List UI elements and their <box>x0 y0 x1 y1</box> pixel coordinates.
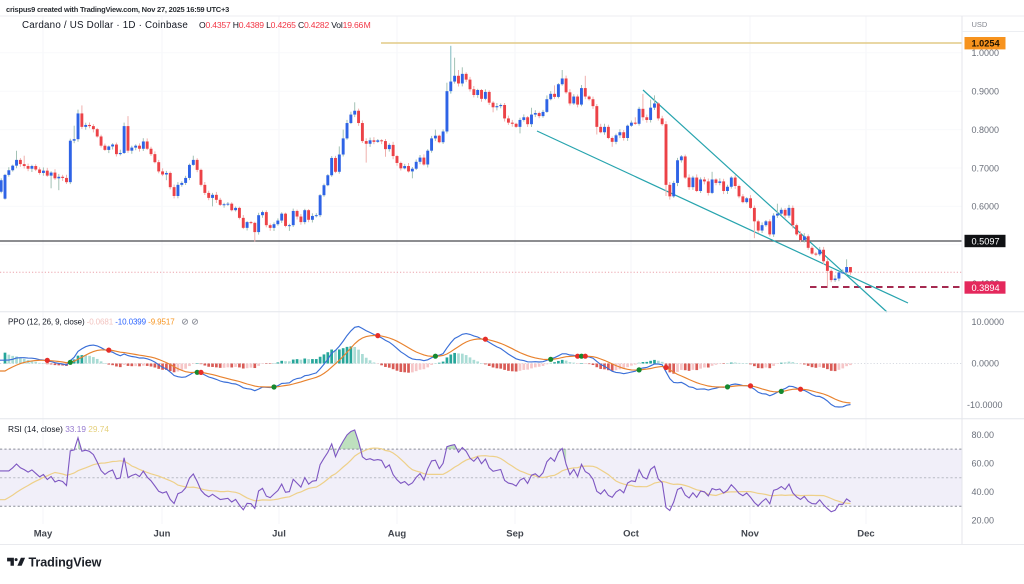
svg-text:Aug: Aug <box>388 529 407 540</box>
svg-text:Jun: Jun <box>154 529 171 540</box>
svg-text:60.00: 60.00 <box>972 459 995 469</box>
svg-text:0.0000: 0.0000 <box>972 359 1000 369</box>
svg-text:10.0000: 10.0000 <box>972 317 1005 327</box>
svg-text:crispus9 created with TradingV: crispus9 created with TradingView.com, N… <box>6 5 229 14</box>
svg-text:80.00: 80.00 <box>972 430 995 440</box>
svg-text:Oct: Oct <box>623 529 640 540</box>
svg-text:Dec: Dec <box>857 529 874 540</box>
svg-text:Cardano / US Dollar · 1D · Coi: Cardano / US Dollar · 1D · Coinbase <box>22 20 188 31</box>
svg-text:0.8000: 0.8000 <box>972 125 1000 135</box>
svg-text:0.6000: 0.6000 <box>972 202 1000 212</box>
svg-text:Nov: Nov <box>741 529 760 540</box>
svg-text:0.9000: 0.9000 <box>972 87 1000 97</box>
svg-text:May: May <box>34 529 53 540</box>
svg-text:0.3894: 0.3894 <box>972 283 1000 293</box>
svg-text:1.0000: 1.0000 <box>972 48 1000 58</box>
svg-text:0.5097: 0.5097 <box>972 236 1000 246</box>
svg-text:Jul: Jul <box>272 529 286 540</box>
svg-text:RSI (14, close) 33.19 29.74: RSI (14, close) 33.19 29.74 <box>8 424 109 434</box>
svg-text:20.00: 20.00 <box>972 516 995 526</box>
svg-text:USD: USD <box>972 20 988 29</box>
svg-text:0.7000: 0.7000 <box>972 163 1000 173</box>
svg-text:PPO (12, 26, 9, close) -0.0681: PPO (12, 26, 9, close) -0.0681 -10.0399 … <box>8 318 175 327</box>
svg-text:-10.0000: -10.0000 <box>967 400 1003 410</box>
svg-text:1.0254: 1.0254 <box>972 39 1001 49</box>
svg-text:40.00: 40.00 <box>972 487 995 497</box>
svg-text:TradingView: TradingView <box>29 555 102 569</box>
svg-text:O0.4357 H0.4389 L0.4265 C0.428: O0.4357 H0.4389 L0.4265 C0.4282 Vol19.66… <box>199 20 371 30</box>
svg-text:Sep: Sep <box>506 529 524 540</box>
